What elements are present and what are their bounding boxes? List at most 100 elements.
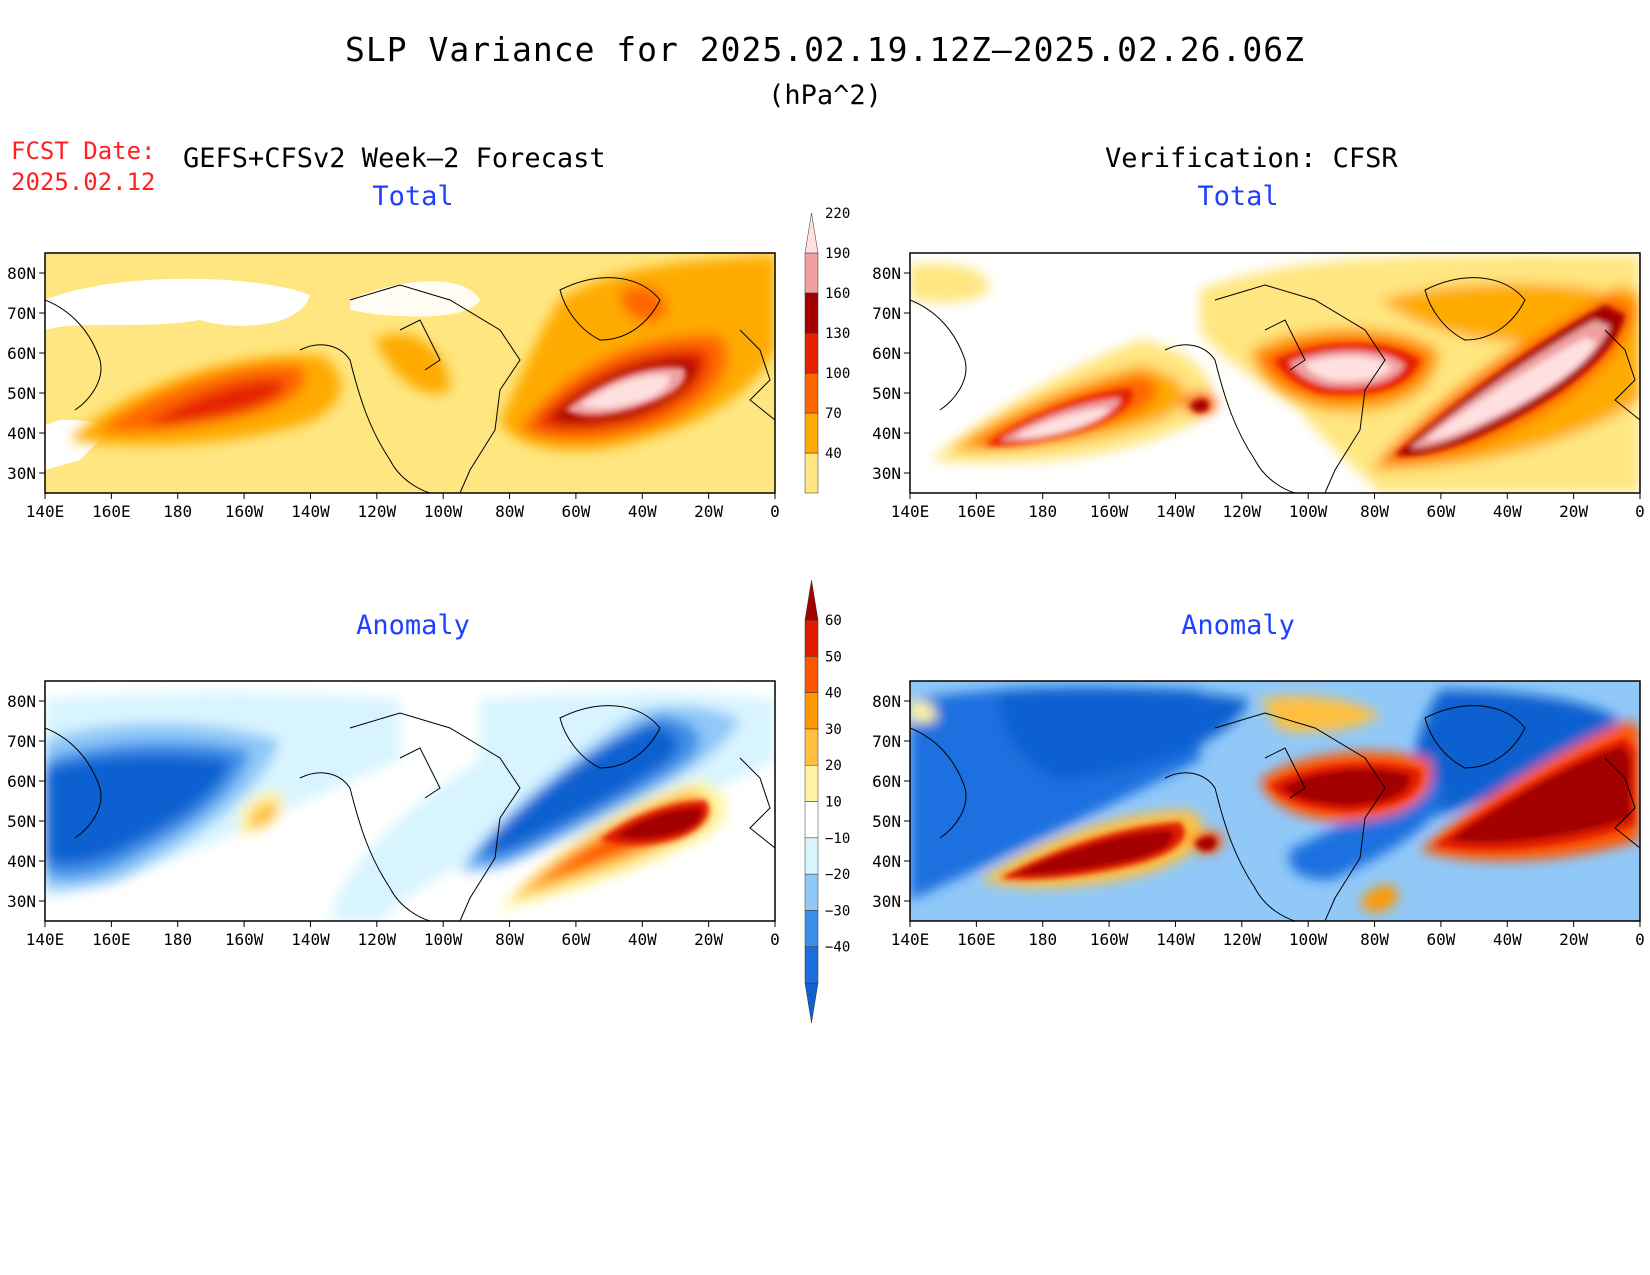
colorbar-swatch	[804, 692, 819, 730]
colorbar-swatch	[804, 656, 819, 693]
verification-total-field	[910, 253, 1640, 493]
colorbar-total: 40 70 100 130 160 190 220	[804, 206, 850, 494]
colorbar-tick-label: 130	[825, 326, 850, 342]
colorbar-tick-label: 160	[825, 286, 850, 302]
figure-units: (hPa^2)	[768, 80, 882, 111]
panel-title-verification-total: Total	[1197, 181, 1279, 212]
lon-tick-label: 160E	[957, 930, 996, 949]
colorbar-tick-label: 20	[825, 758, 842, 774]
colorbar-swatch	[804, 252, 819, 294]
lon-tick-label: 40W	[1493, 502, 1522, 521]
lon-tick-label: 0	[1635, 502, 1645, 521]
verification-anomaly-coastlines	[910, 705, 1640, 921]
colorbar-tick-label: 40	[825, 446, 842, 462]
lat-tick-label: 80N	[872, 264, 901, 283]
lat-tick-label: 60N	[7, 344, 36, 363]
colorbar-swatch	[804, 412, 819, 454]
lon-tick-label: 80W	[495, 502, 524, 521]
lon-tick-label: 180	[1028, 502, 1057, 521]
colorbar-swatch	[804, 579, 819, 621]
lat-tick-label: 80N	[872, 692, 901, 711]
lon-tick-label: 100W	[424, 930, 463, 949]
lat-tick-label: 80N	[7, 264, 36, 283]
lat-tick-label: 70N	[7, 732, 36, 751]
lat-tick-label: 60N	[872, 772, 901, 791]
colorbar-swatch	[804, 801, 819, 839]
lon-tick-label: 160W	[1090, 930, 1129, 949]
lon-tick-label: 60W	[561, 930, 590, 949]
lon-tick-label: 180	[163, 502, 192, 521]
lon-tick-label: 20W	[694, 502, 723, 521]
colorbar-swatch	[804, 372, 819, 414]
lon-tick-label: 120W	[1223, 502, 1262, 521]
lon-tick-label: 80W	[1360, 930, 1389, 949]
colorbar-tick-label: 100	[825, 366, 850, 382]
colorbar-swatch	[804, 452, 819, 494]
colorbar-tick-label: 190	[825, 246, 850, 262]
lon-tick-label: 80W	[1360, 502, 1389, 521]
lon-tick-label: 140W	[291, 502, 330, 521]
lon-tick-label: 40W	[628, 502, 657, 521]
lat-tick-label: 30N	[7, 892, 36, 911]
forecast-total-coastlines	[45, 277, 775, 493]
lat-tick-label: 50N	[872, 812, 901, 831]
lon-tick-label: 140W	[291, 930, 330, 949]
fcst-date-value: 2025.02.12	[11, 168, 156, 196]
lat-tick-label: 40N	[7, 852, 36, 871]
colorbar-swatch	[804, 332, 819, 374]
lon-tick-label: 140E	[891, 930, 930, 949]
colorbar-tick-label: 220	[825, 206, 850, 222]
lon-tick-label: 140W	[1156, 502, 1195, 521]
lon-tick-label: 140E	[26, 502, 65, 521]
colorbar-swatch	[804, 910, 819, 947]
forecast-anomaly-field	[45, 681, 775, 921]
colorbar-tick-label: 10	[825, 795, 842, 811]
lon-tick-label: 140E	[891, 502, 930, 521]
colorbar-tick-label: 40	[825, 686, 842, 702]
panel-verification-anomaly	[909, 680, 1641, 922]
lat-tick-label: 60N	[7, 772, 36, 791]
colorbar-swatch	[804, 946, 819, 984]
colorbar-tick-label: 60	[825, 613, 842, 629]
panel-title-forecast-anomaly: Anomaly	[356, 610, 470, 641]
lat-tick-label: 30N	[872, 464, 901, 483]
lon-tick-label: 20W	[1559, 930, 1588, 949]
colorbar-swatch	[804, 728, 819, 766]
verification-header: Verification: CFSR	[1105, 143, 1398, 174]
forecast-anomaly-coastlines	[45, 705, 775, 921]
panel-title-verification-anomaly: Anomaly	[1181, 610, 1295, 641]
lon-tick-label: 60W	[1426, 502, 1455, 521]
lon-tick-label: 160E	[957, 502, 996, 521]
lat-tick-label: 70N	[7, 304, 36, 323]
lon-tick-label: 40W	[628, 930, 657, 949]
colorbar-tick-label: −40	[825, 940, 850, 956]
lon-tick-label: 20W	[1559, 502, 1588, 521]
lon-tick-label: 120W	[358, 930, 397, 949]
lon-tick-label: 160W	[225, 502, 264, 521]
lon-tick-label: 180	[163, 930, 192, 949]
lon-tick-label: 180	[1028, 930, 1057, 949]
forecast-total-field	[45, 253, 775, 493]
colorbar-swatch	[804, 764, 819, 802]
panel-verification-total	[909, 252, 1641, 494]
colorbar-tick-label: 50	[825, 649, 842, 665]
colorbar-tick-label: 70	[825, 406, 842, 422]
lon-tick-label: 100W	[1289, 502, 1328, 521]
lat-tick-label: 80N	[7, 692, 36, 711]
lat-tick-label: 40N	[7, 424, 36, 443]
lat-tick-label: 30N	[872, 892, 901, 911]
lon-tick-label: 100W	[1289, 930, 1328, 949]
panel-title-forecast-total: Total	[372, 181, 454, 212]
panel-forecast-total	[44, 252, 776, 494]
lon-tick-label: 0	[1635, 930, 1645, 949]
colorbar-swatch	[804, 292, 819, 334]
lon-tick-label: 0	[770, 930, 780, 949]
lon-tick-label: 140W	[1156, 930, 1195, 949]
colorbar-swatch	[804, 873, 819, 911]
colorbar-tick-label: −20	[825, 867, 850, 883]
figure-title: SLP Variance for 2025.02.19.12Z–2025.02.…	[345, 30, 1305, 69]
lon-tick-label: 120W	[1223, 930, 1262, 949]
forecast-header: GEFS+CFSv2 Week–2 Forecast	[183, 143, 606, 174]
lon-tick-label: 100W	[424, 502, 463, 521]
